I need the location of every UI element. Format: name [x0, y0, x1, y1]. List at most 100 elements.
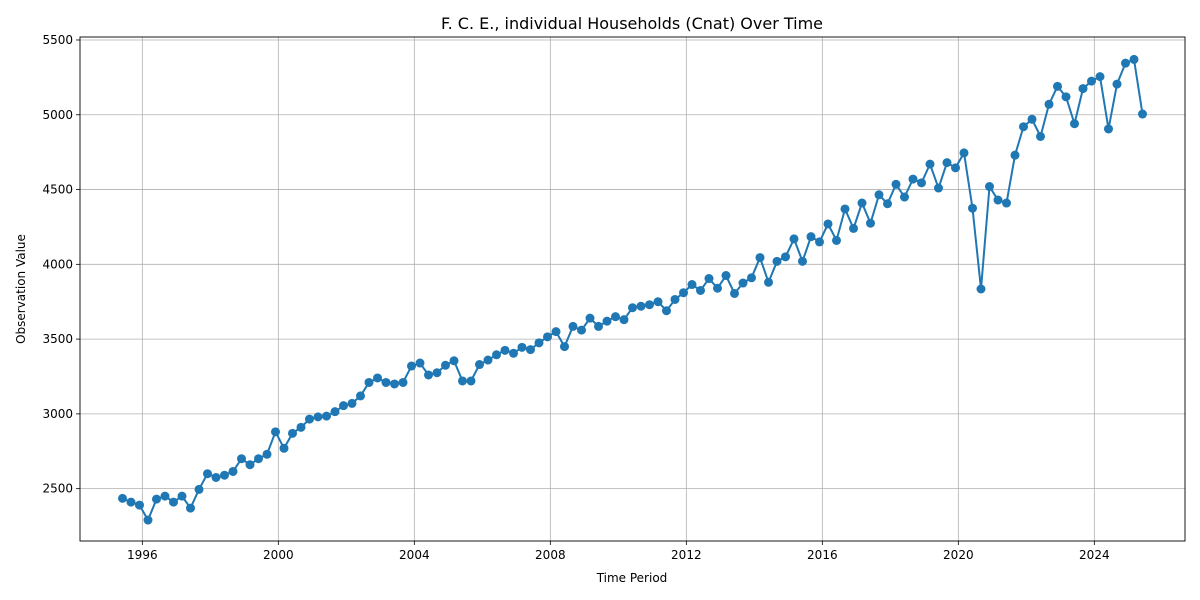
data-point	[755, 253, 765, 263]
data-point	[339, 401, 348, 411]
data-point	[364, 377, 374, 387]
data-point	[1070, 119, 1079, 129]
data-point	[441, 360, 450, 370]
data-point	[194, 484, 204, 494]
data-point	[611, 312, 620, 322]
data-point	[543, 332, 552, 342]
data-point	[908, 174, 918, 184]
y-tick-label: 4500	[42, 183, 73, 197]
x-tick-label: 2004	[399, 548, 430, 562]
data-point	[900, 192, 909, 202]
data-point	[874, 190, 884, 200]
data-point	[152, 494, 161, 504]
data-point	[432, 368, 442, 378]
y-tick-label: 5000	[42, 108, 73, 122]
data-point	[551, 327, 561, 337]
data-point	[466, 376, 476, 386]
data-point	[526, 345, 535, 355]
data-point	[636, 301, 646, 311]
x-axis-label: Time Period	[596, 571, 668, 585]
data-point	[679, 288, 688, 298]
x-tick-label: 2024	[1079, 548, 1110, 562]
data-point	[135, 500, 144, 510]
data-point	[1044, 99, 1054, 109]
x-axis: 1996 2000 2004 2008 2012 2016 2020 2024	[127, 541, 1110, 562]
x-tick-label: 2016	[807, 548, 838, 562]
data-point	[721, 271, 731, 281]
data-point	[160, 491, 170, 501]
data-point	[492, 350, 501, 360]
data-point	[1138, 109, 1147, 119]
data-point	[271, 427, 280, 437]
data-point	[126, 497, 136, 507]
data-point	[594, 321, 603, 331]
data-point	[517, 342, 527, 352]
data-point	[568, 321, 578, 331]
data-point	[619, 315, 629, 325]
data-point	[662, 306, 671, 316]
data-point	[704, 274, 714, 284]
data-point	[560, 342, 569, 352]
data-point	[985, 182, 994, 192]
data-point	[1010, 150, 1020, 160]
data-point	[781, 252, 790, 262]
data-point	[483, 355, 493, 365]
y-tick-label: 3500	[42, 332, 73, 346]
data-point	[772, 256, 782, 266]
data-point	[143, 515, 153, 525]
x-tick-label: 2008	[535, 548, 566, 562]
data-point	[407, 361, 416, 371]
data-point	[220, 470, 229, 480]
y-tick-label: 5500	[42, 33, 73, 47]
data-point	[262, 449, 272, 459]
data-point	[798, 256, 807, 266]
data-points	[118, 54, 1147, 525]
data-point	[968, 203, 977, 213]
data-point	[305, 414, 314, 424]
data-point	[177, 491, 187, 501]
data-point	[415, 358, 425, 368]
data-point	[288, 428, 297, 438]
data-point	[390, 379, 399, 389]
data-point	[849, 223, 858, 233]
data-point	[815, 237, 824, 247]
x-tick-label: 2012	[671, 548, 702, 562]
data-point	[356, 391, 365, 401]
y-tick-label: 2500	[42, 482, 73, 496]
data-point	[1112, 79, 1122, 89]
data-point	[713, 283, 722, 293]
data-point	[296, 422, 306, 432]
data-point	[738, 278, 748, 288]
data-point	[934, 183, 943, 193]
data-point	[602, 316, 612, 326]
data-point	[1078, 84, 1088, 94]
data-point	[696, 286, 705, 295]
data-point	[373, 373, 382, 383]
data-point	[1121, 58, 1130, 68]
grid-lines	[80, 37, 1185, 541]
data-point	[993, 195, 1003, 205]
data-point	[245, 460, 255, 470]
data-point	[891, 179, 901, 189]
data-point	[1095, 72, 1105, 82]
data-point	[832, 235, 841, 245]
y-axis: 2500 3000 3500 4000 4500 5000 5500	[42, 33, 80, 496]
data-point	[645, 300, 654, 310]
data-point	[883, 199, 892, 209]
data-point	[942, 158, 952, 168]
y-tick-label: 4000	[42, 257, 73, 271]
data-point	[424, 370, 433, 380]
data-point	[764, 277, 773, 287]
data-point	[653, 297, 663, 307]
data-point	[628, 303, 637, 313]
y-axis-label: Observation Value	[14, 234, 28, 344]
data-point	[347, 398, 357, 408]
data-point	[475, 360, 484, 370]
data-point	[534, 338, 544, 348]
data-point	[823, 219, 833, 229]
data-point	[186, 503, 195, 513]
data-point	[1019, 122, 1028, 132]
data-point	[500, 345, 510, 355]
data-point	[381, 377, 391, 387]
